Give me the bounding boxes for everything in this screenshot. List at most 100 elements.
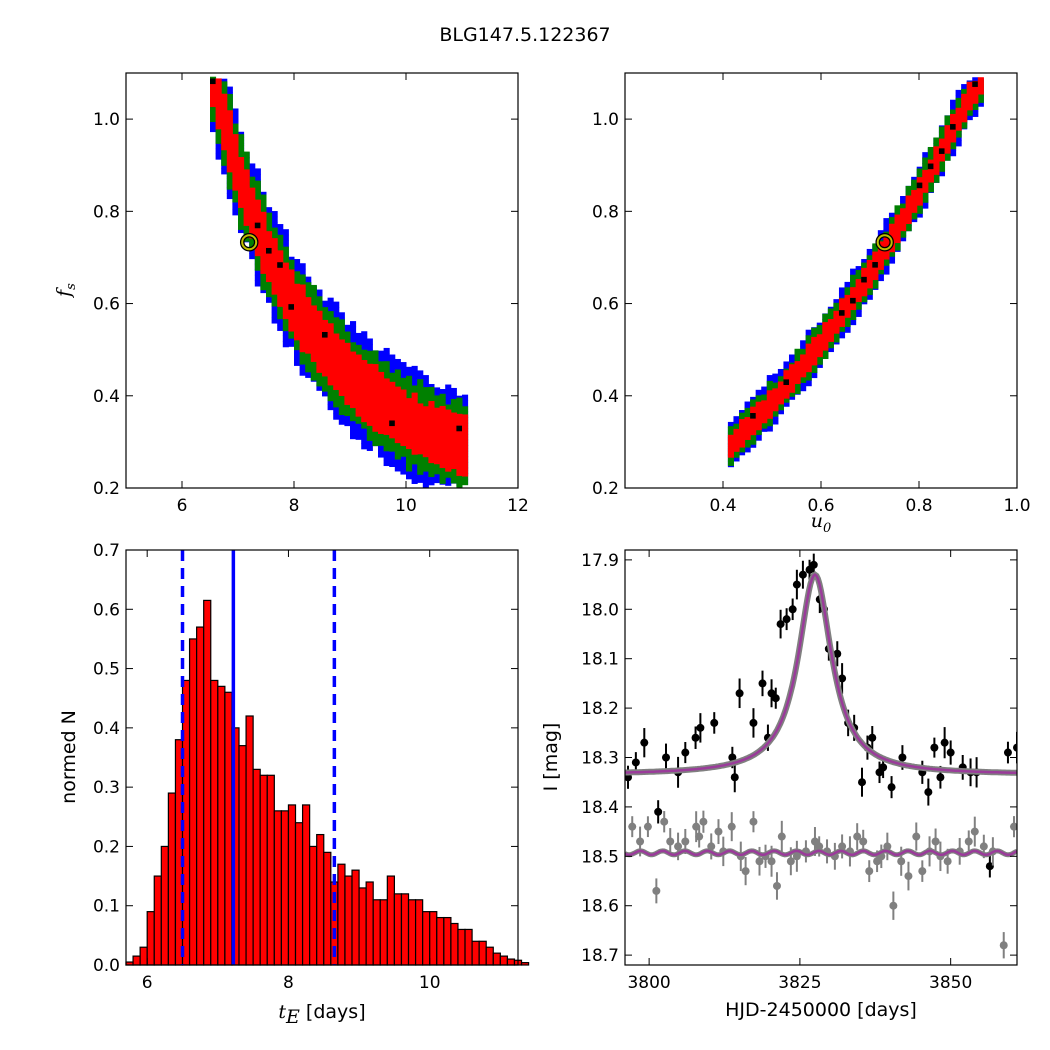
bl-ytick-label: 0.4: [93, 719, 120, 739]
tr-sigma1-cell: [739, 441, 746, 448]
lens-data-point: [758, 679, 767, 688]
tl-sigma1-cell: [221, 110, 228, 117]
tr-sigma1-cell: [788, 386, 796, 393]
tl-sigma2-cell: [266, 285, 273, 292]
lens-data-point: [792, 580, 801, 589]
tl-sigma2-cell: [383, 445, 390, 452]
tl-sigma2-cell: [394, 447, 401, 454]
tr-best-cell: [927, 163, 934, 170]
tl-sigma2-cell: [322, 374, 329, 381]
tl-sigma1-cell: [322, 353, 329, 360]
tl-sigma1-cell: [372, 386, 379, 393]
tl-sigma1-cell: [338, 339, 345, 346]
tl-sigma2-cell: [210, 104, 217, 111]
tr-sigma2-cell: [905, 185, 912, 193]
tl-sigma1-cell: [310, 322, 317, 329]
tl-sigma1-cell: [417, 425, 424, 432]
tr-sigma1-cell: [777, 387, 784, 394]
tl-sigma1-cell: [221, 127, 228, 134]
tl-sigma2-cell: [372, 428, 379, 435]
histogram-bar: [337, 863, 346, 966]
tr-sigma2-cell: [827, 314, 834, 321]
tl-sigma2-cell: [344, 404, 351, 411]
tr-sigma1-cell: [888, 223, 896, 230]
bl-ytick-label: 0.0: [93, 956, 120, 976]
tl-sigma2-cell: [310, 284, 317, 292]
tl-sigma1-cell: [434, 446, 441, 454]
tl-sigma2-cell: [327, 395, 334, 402]
tr-sigma1-cell: [905, 206, 912, 213]
tl-sigma3-cell: [417, 370, 424, 377]
tr-sigma1-cell: [833, 322, 840, 329]
tl-sigma3-cell: [226, 192, 233, 200]
tr-sigma3-cell: [877, 274, 884, 282]
tl-sigma1-cell: [434, 407, 441, 414]
tr-sigma1-cell: [911, 206, 918, 213]
tr-sigma1-cell: [872, 273, 879, 281]
tl-sigma1-cell: [288, 314, 295, 321]
tl-sigma2-cell: [310, 363, 317, 370]
tr-sigma1-cell: [750, 406, 757, 413]
tl-sigma3-cell: [422, 481, 429, 488]
tl-sigma1-cell: [462, 470, 469, 477]
tl-sigma1-cell: [389, 415, 396, 422]
tl-sigma3-cell: [389, 365, 396, 372]
tr-best-cell: [872, 262, 878, 268]
tl-sigma1-cell: [260, 245, 267, 252]
tr-sigma3-cell: [766, 425, 773, 432]
residual-data-point: [970, 827, 979, 836]
tl-sigma1-cell: [406, 426, 413, 433]
tr-sigma1-cell: [966, 87, 973, 94]
tr-sigma3-cell: [783, 400, 790, 407]
tl-sigma1-cell: [383, 423, 390, 430]
tl-sigma2-cell: [226, 105, 233, 112]
tl-sigma3-cell: [232, 203, 239, 210]
tl-sigma1-cell: [450, 451, 457, 458]
tl-best-cell: [288, 304, 294, 310]
tl-sigma1-cell: [428, 434, 435, 441]
lens-data-point: [936, 773, 945, 782]
tr-sigma1-cell: [783, 386, 790, 394]
tl-sigma1-cell: [350, 362, 357, 369]
tl-sigma2-cell: [260, 272, 267, 280]
tl-sigma1-cell: [445, 409, 452, 416]
tr-sigma3-cell: [883, 223, 890, 230]
tr-best-cell: [972, 81, 978, 87]
tl-sigma1-cell: [288, 286, 295, 293]
tl-sigma1-cell: [294, 317, 301, 324]
histogram-bar: [457, 928, 466, 966]
tr-sigma1-cell: [827, 335, 834, 342]
tl-sigma1-cell: [456, 419, 463, 426]
tr-sigma3-cell: [866, 248, 873, 256]
tr-best-cell: [861, 276, 867, 283]
tr-sigma2-cell: [766, 420, 773, 427]
bl-ytick-label: 0.6: [93, 600, 120, 620]
tr-sigma3-cell: [805, 329, 812, 336]
tl-sigma1-cell: [372, 397, 379, 404]
tr-sigma3-cell: [966, 114, 973, 121]
tr-sigma1-cell: [938, 144, 946, 151]
x-axis-label: u0: [811, 510, 832, 536]
residual-data-point: [999, 941, 1008, 950]
tl-sigma2-cell: [333, 390, 340, 397]
tl-sigma3-cell: [266, 207, 273, 214]
histogram-bar: [245, 715, 254, 966]
tl-sigma3-cell: [254, 274, 261, 281]
tl-sigma3-cell: [406, 473, 413, 480]
tr-sigma1-cell: [866, 271, 873, 278]
tl-sigma1-cell: [338, 361, 345, 368]
tl-sigma1-cell: [277, 300, 284, 307]
tl-sigma1-cell: [355, 371, 362, 378]
tl-sigma2-cell: [394, 375, 401, 382]
tl-sigma1-cell: [288, 308, 295, 315]
tl-sigma2-cell: [400, 383, 407, 390]
tl-sigma1-cell: [344, 398, 351, 405]
tr-sigma1-cell: [861, 290, 868, 297]
tr-sigma3-cell: [772, 418, 779, 425]
tl-sigma1-cell: [254, 199, 261, 206]
tr-sigma2-cell: [944, 121, 951, 128]
histogram-bar: [132, 955, 141, 966]
tl-sigma1-cell: [316, 355, 323, 362]
tl-sigma1-cell: [243, 174, 250, 182]
tr-sigma3-cell: [805, 380, 812, 387]
